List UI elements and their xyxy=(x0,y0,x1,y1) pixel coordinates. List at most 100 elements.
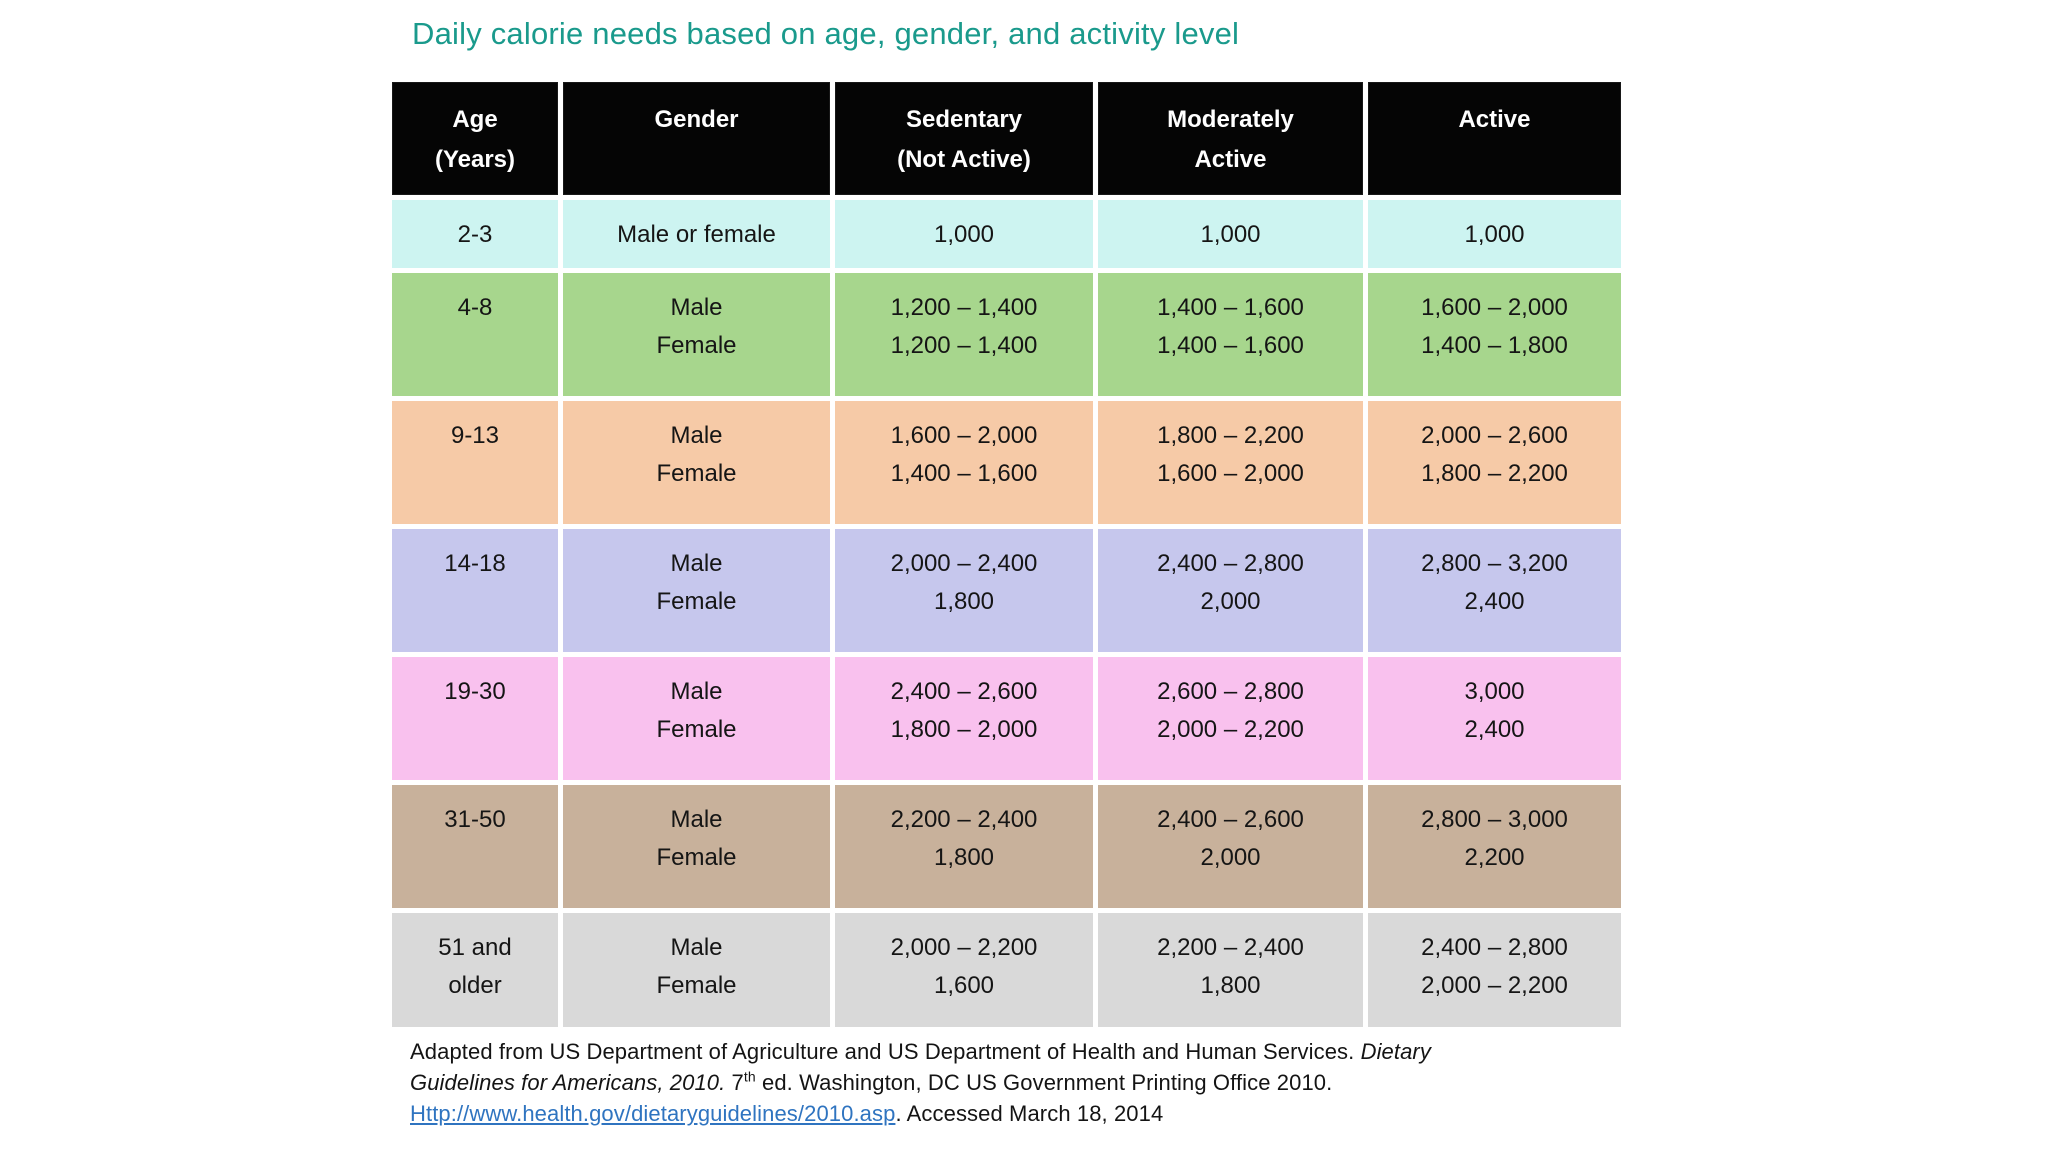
cell-row0-col4: 1,000 xyxy=(1368,200,1621,268)
cell-line: 19-30 xyxy=(444,678,506,705)
cell-line: 4-8 xyxy=(457,294,493,321)
cell-row1-col4: 1,600 – 2,000 1,400 – 1,800 xyxy=(1368,273,1621,396)
cell-line: Moderately xyxy=(1167,106,1294,133)
calorie-needs-table: Age (Years) Gender Sedentary (Not Active) Mod… xyxy=(392,82,1621,1027)
cell-row5-col4: 2,800 – 3,000 2,200 xyxy=(1368,785,1621,908)
cell-line: 2,200 – 2,400 xyxy=(890,806,1038,833)
cell-line: 1,200 – 1,400 xyxy=(890,294,1038,321)
cell-line: Gender xyxy=(654,106,739,133)
cell-row2-col0: 9-13 xyxy=(392,401,558,524)
citation-italic-title-cont: Guidelines for Americans, 2010. xyxy=(410,1070,726,1095)
cell-row0-col2: 1,000 xyxy=(835,200,1093,268)
cell-line: Female xyxy=(656,844,737,871)
cell-line: 1,400 – 1,600 xyxy=(890,460,1038,487)
cell-row3-col0: 14-18 xyxy=(392,529,558,652)
cell-line: 2,400 xyxy=(1464,588,1525,615)
cell-line: 1,600 – 2,000 xyxy=(1157,460,1304,487)
cell-line: Female xyxy=(656,460,737,487)
cell-line: Male xyxy=(670,550,723,577)
cell-row1-col2: 1,200 – 1,400 1,200 – 1,400 xyxy=(835,273,1093,396)
cell-line: 2,000 xyxy=(1200,588,1261,615)
cell-row3-col4: 2,800 – 3,200 2,400 xyxy=(1368,529,1621,652)
cell-row6-col1: Male Female xyxy=(563,913,830,1027)
citation-text: Adapted from US Department of Agricultur… xyxy=(410,1039,1361,1064)
cell-row2-col4: 2,000 – 2,600 1,800 – 2,200 xyxy=(1368,401,1621,524)
cell-line: 2-3 xyxy=(457,221,493,248)
page-title: Daily calorie needs based on age, gender… xyxy=(412,16,1240,51)
cell-line: 1,400 – 1,600 xyxy=(1157,332,1304,359)
cell-line: Male xyxy=(670,678,723,705)
cell-line: Male xyxy=(670,806,723,833)
cell-row1-col0: 4-8 xyxy=(392,273,558,396)
cell-row4-col4: 3,000 2,400 xyxy=(1368,657,1621,780)
cell-line: 1,800 xyxy=(933,844,995,871)
cell-row3-col1: Male Female xyxy=(563,529,830,652)
citation-line-3: Http://www.health.gov/dietaryguidelines/… xyxy=(410,1098,1431,1129)
cell-line: 1,400 – 1,800 xyxy=(1421,332,1568,359)
cell-line: 1,000 xyxy=(933,221,995,248)
cell-line: 2,200 xyxy=(1464,844,1525,871)
cell-line: Sedentary xyxy=(905,106,1023,133)
cell-row4-col2: 2,400 – 2,600 1,800 – 2,000 xyxy=(835,657,1093,780)
cell-line: (Years) xyxy=(434,146,516,173)
header-cell-0: Age (Years) xyxy=(392,82,558,195)
cell-line: 1,600 – 2,000 xyxy=(890,422,1038,449)
cell-row1-col1: Male Female xyxy=(563,273,830,396)
cell-row0-col0: 2-3 xyxy=(392,200,558,268)
cell-row5-col3: 2,400 – 2,600 2,000 xyxy=(1098,785,1363,908)
cell-line: 2,400 xyxy=(1464,716,1525,743)
dietary-guidelines-link[interactable]: Http://www.health.gov/dietaryguidelines/… xyxy=(410,1101,896,1126)
cell-line: 1,600 – 2,000 xyxy=(1421,294,1568,321)
cell-line: Female xyxy=(656,972,737,999)
cell-line: 2,000 – 2,400 xyxy=(890,550,1038,577)
cell-line: older xyxy=(448,972,502,999)
cell-line: 1,000 xyxy=(1464,221,1525,248)
cell-line: 2,000 – 2,600 xyxy=(1421,422,1568,449)
cell-line: 2,400 – 2,600 xyxy=(1157,806,1304,833)
cell-row6-col4: 2,400 – 2,800 2,000 – 2,200 xyxy=(1368,913,1621,1027)
citation-publisher: ed. Washington, DC US Government Printin… xyxy=(755,1070,1333,1095)
cell-line: Female xyxy=(656,716,737,743)
cell-line: 2,800 – 3,000 xyxy=(1421,806,1568,833)
cell-line: 1,200 – 1,400 xyxy=(890,332,1038,359)
citation-edition: 7 xyxy=(725,1070,744,1095)
cell-line: 9-13 xyxy=(450,422,500,449)
citation: Adapted from US Department of Agricultur… xyxy=(410,1036,1431,1129)
cell-line: 2,000 – 2,200 xyxy=(1157,716,1304,743)
cell-line: 1,400 – 1,600 xyxy=(1157,294,1304,321)
cell-line: 14-18 xyxy=(444,550,506,577)
cell-row6-col0: 51 and older xyxy=(392,913,558,1027)
header-cell-1: Gender xyxy=(563,82,830,195)
cell-line: 2,800 – 3,200 xyxy=(1421,550,1568,577)
cell-row4-col3: 2,600 – 2,800 2,000 – 2,200 xyxy=(1098,657,1363,780)
cell-line: 1,800 – 2,200 xyxy=(1421,460,1568,487)
header-cell-3: Moderately Active xyxy=(1098,82,1363,195)
cell-line: 2,600 – 2,800 xyxy=(1157,678,1304,705)
cell-line: Active xyxy=(1194,146,1267,173)
cell-row6-col2: 2,000 – 2,200 1,600 xyxy=(835,913,1093,1027)
cell-row4-col0: 19-30 xyxy=(392,657,558,780)
cell-line: Male xyxy=(670,934,723,961)
citation-italic-title: Dietary xyxy=(1360,1039,1431,1064)
cell-row4-col1: Male Female xyxy=(563,657,830,780)
cell-row3-col2: 2,000 – 2,400 1,800 xyxy=(835,529,1093,652)
cell-row2-col2: 1,600 – 2,000 1,400 – 1,600 xyxy=(835,401,1093,524)
cell-line: Female xyxy=(656,588,737,615)
cell-line: 1,000 xyxy=(1200,221,1261,248)
cell-line: 31-50 xyxy=(444,806,506,833)
cell-row0-col3: 1,000 xyxy=(1098,200,1363,268)
cell-row3-col3: 2,400 – 2,800 2,000 xyxy=(1098,529,1363,652)
cell-row5-col1: Male Female xyxy=(563,785,830,908)
cell-line: 2,000 xyxy=(1200,844,1261,871)
cell-row0-col1: Male or female xyxy=(563,200,830,268)
cell-line: 2,400 – 2,800 xyxy=(1421,934,1568,961)
cell-line: Male xyxy=(670,294,723,321)
cell-line: 1,800 – 2,200 xyxy=(1157,422,1304,449)
cell-line: 1,800 – 2,000 xyxy=(890,716,1038,743)
cell-row6-col3: 2,200 – 2,400 1,800 xyxy=(1098,913,1363,1027)
cell-line: 3,000 xyxy=(1464,678,1525,705)
cell-line: 1,800 xyxy=(1200,972,1261,999)
cell-row1-col3: 1,400 – 1,600 1,400 – 1,600 xyxy=(1098,273,1363,396)
header-cell-2: Sedentary (Not Active) xyxy=(835,82,1093,195)
